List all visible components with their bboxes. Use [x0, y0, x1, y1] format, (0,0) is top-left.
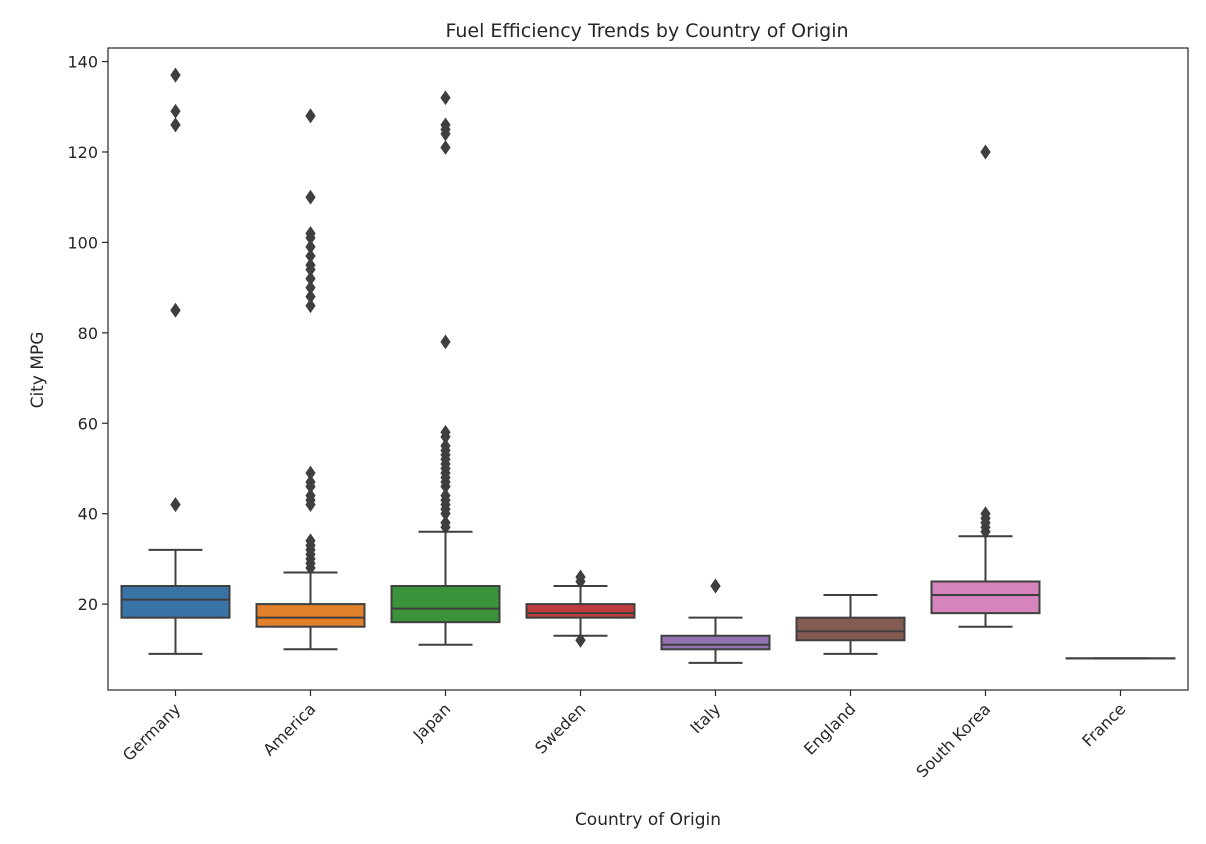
box-group-japan [390, 90, 501, 646]
outlier-point [305, 225, 316, 241]
y-axis-label: City MPG [28, 332, 48, 409]
box-group-sweden [525, 569, 636, 648]
outlier-point [170, 67, 181, 83]
outlier-point [305, 533, 316, 549]
outlier-point [440, 117, 451, 133]
x-tick-label: Sweden [531, 699, 589, 757]
iqr-box [390, 585, 501, 624]
outlier-point [440, 438, 451, 454]
y-tick-label: 60 [78, 414, 98, 433]
box-group-germany [120, 67, 231, 655]
box-group-america [255, 108, 366, 651]
outlier-point [440, 424, 451, 440]
outlier-point [440, 334, 451, 350]
x-tick-label: Italy [686, 699, 724, 737]
outlier-point [305, 289, 316, 305]
outlier-point [710, 578, 721, 594]
y-tick-label: 80 [78, 324, 98, 343]
plot-content [120, 67, 1176, 664]
iqr-box [120, 585, 231, 619]
iqr-box [795, 616, 906, 642]
outlier-point [305, 257, 316, 273]
y-tick-label: 20 [78, 595, 98, 614]
outlier-point [305, 488, 316, 503]
outlier-point [440, 90, 451, 106]
box-group-italy [660, 578, 771, 664]
x-axis: Germany America Japan Sweden Italy England Sou… [119, 690, 1129, 781]
outlier-point [440, 488, 451, 503]
box-group-south-korea [930, 144, 1041, 628]
outlier-point [170, 103, 181, 119]
outlier-point [980, 506, 991, 522]
outlier-point [305, 474, 316, 490]
chart-title: Fuel Efficiency Trends by Country of Ori… [445, 20, 848, 42]
outlier-point [305, 239, 316, 255]
outlier-point [305, 189, 316, 205]
x-tick-label: France [1078, 699, 1129, 750]
x-tick-label: South Korea [912, 699, 994, 781]
outlier-point [575, 569, 586, 585]
outlier-point [980, 144, 991, 160]
x-tick-label: Japan [409, 699, 455, 745]
y-tick-label: 140 [67, 53, 98, 72]
outlier-point [170, 497, 181, 513]
x-tick-label: England [800, 699, 859, 758]
outlier-point [440, 515, 451, 531]
y-tick-label: 40 [78, 505, 98, 524]
outlier-point [305, 280, 316, 295]
outlier-point [305, 465, 316, 481]
outlier-point [170, 302, 181, 318]
outlier-point [305, 248, 316, 264]
outlier-point [170, 117, 181, 133]
iqr-box [255, 603, 366, 628]
box-group-england [795, 594, 906, 655]
outlier-point [305, 108, 316, 124]
iqr-box [525, 603, 636, 619]
iqr-box [930, 580, 1041, 615]
x-axis-label: Country of Origin [575, 810, 721, 830]
outlier-point [440, 140, 451, 155]
y-tick-label: 100 [67, 233, 98, 252]
y-tick-label: 120 [67, 143, 98, 162]
outlier-point [305, 298, 316, 314]
iqr-box [660, 634, 771, 651]
plot-frame [107, 47, 1189, 691]
outlier-point [575, 632, 586, 648]
x-tick-label: Germany [119, 699, 184, 764]
y-axis: 20 40 60 80 100 120 140 [67, 53, 108, 614]
outlier-point [305, 271, 316, 286]
x-tick-label: America [259, 699, 319, 759]
